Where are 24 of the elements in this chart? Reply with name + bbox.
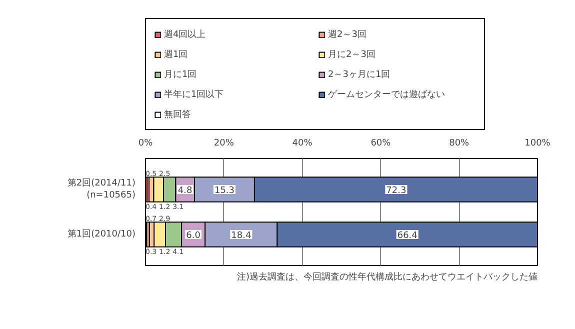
y-tick-label: 第2回(2014/11) (n=10565) bbox=[67, 178, 136, 200]
data-label: 66.4 bbox=[397, 231, 418, 241]
x-tick-label: 100% bbox=[524, 138, 551, 148]
text: 注)過去調査は、今回調査の性年代構成比にあわせてウエイトバックした値 bbox=[236, 272, 538, 282]
legend-label: ゲームセンターでは遊ばない bbox=[328, 88, 446, 101]
legend-label: 2～3ヶ月に1回 bbox=[328, 68, 392, 81]
legend-label: 無回答 bbox=[164, 108, 192, 121]
legend-label: 週2～3回 bbox=[328, 28, 368, 41]
legend-label: 月に2～3回 bbox=[328, 48, 376, 61]
x-tick-label: 60% bbox=[370, 138, 392, 148]
x-tick-label: 40% bbox=[292, 138, 313, 148]
legend-label: 半年に1回以下 bbox=[164, 88, 225, 101]
legend-label: 週1回 bbox=[164, 48, 189, 61]
x-tick-label: 80% bbox=[449, 138, 470, 148]
data-label: 72.3 bbox=[386, 186, 406, 196]
data-label: 6.0 bbox=[186, 231, 201, 241]
data-label: 15.3 bbox=[214, 186, 235, 196]
data-label: 4.8 bbox=[178, 186, 193, 196]
legend-label: 月に1回 bbox=[164, 68, 198, 81]
x-tick-label: 0% bbox=[138, 138, 154, 148]
y-tick-label: 第1回(2010/10) bbox=[67, 228, 136, 240]
data-label: 18.4 bbox=[231, 231, 252, 241]
legend-label: 週4回以上 bbox=[164, 28, 207, 41]
x-tick-label: 20% bbox=[214, 138, 234, 148]
